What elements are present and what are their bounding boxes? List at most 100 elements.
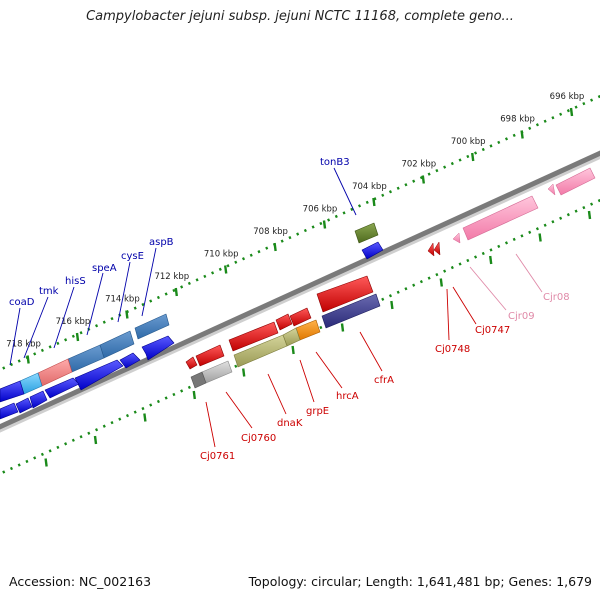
leader-hrcA: [315, 351, 343, 389]
ruler-major-tick: [273, 242, 277, 252]
leader-aspB: [141, 247, 157, 317]
label-cysE[interactable]: cysE: [121, 251, 144, 262]
ruler-label: 698 kbp: [500, 115, 535, 125]
feature-tonB3[interactable]: [354, 222, 379, 244]
feature-small-pink[interactable]: [452, 232, 461, 244]
feature-Cj0761[interactable]: [185, 356, 198, 370]
feature-grpE[interactable]: [275, 313, 293, 331]
label-leaders: [9, 167, 543, 448]
outer-tick-ring: [0, 94, 600, 372]
label-Cjr09[interactable]: Cjr09: [508, 311, 535, 322]
feature-forward-arrow-2[interactable]: [119, 352, 141, 369]
ruler-label: 702 kbp: [401, 160, 436, 170]
inner-major-tick: [192, 390, 196, 400]
leader-grpE: [299, 359, 315, 403]
ruler-major-tick: [26, 355, 30, 364]
feature-coaD[interactable]: [0, 380, 25, 403]
ruler-label: 716 kbp: [56, 317, 91, 327]
genome-backbone: [0, 150, 600, 430]
feature-gray-block-1[interactable]: [201, 360, 233, 384]
feature-forward-arrow-3[interactable]: [74, 359, 124, 391]
label-hisS[interactable]: hisS: [65, 276, 86, 287]
label-cfrA[interactable]: cfrA: [374, 375, 394, 386]
feature-cfrA[interactable]: [316, 275, 374, 313]
feature-forward-arrow-4[interactable]: [44, 377, 80, 399]
inner-major-tick: [44, 458, 48, 467]
leader-coaD: [9, 307, 21, 366]
gene-labels: tonB3 aspB cysE speA hisS tmk coaD cfrA …: [9, 157, 570, 462]
feature-forward-arrow-7[interactable]: [0, 402, 19, 420]
leader-dnaK: [267, 373, 287, 415]
rna-features: [462, 167, 596, 241]
feature-Cjr08[interactable]: [555, 167, 596, 196]
ruler-major-tick: [421, 175, 425, 184]
feature-olive-block-2[interactable]: [233, 334, 288, 368]
leader-tmk: [23, 296, 49, 359]
feature-gray-block-2[interactable]: [190, 371, 207, 389]
inner-major-tick: [340, 323, 345, 332]
forward-features: [0, 222, 384, 420]
ruler-major-tick: [174, 287, 178, 297]
reverse-features: [185, 232, 461, 389]
ruler-major-tick: [471, 152, 475, 162]
feature-forward-arrow-5[interactable]: [29, 390, 48, 409]
leader-Cjr08: [515, 253, 543, 293]
feature-forward-arrow-6[interactable]: [15, 397, 33, 414]
label-Cj0748[interactable]: Cj0748: [435, 344, 470, 355]
inner-major-tick: [439, 278, 443, 287]
leader-tonB3: [333, 167, 357, 216]
feature-cysE[interactable]: [99, 330, 135, 359]
ruler-major-tick: [224, 265, 228, 274]
feature-forward-arrow-1[interactable]: [141, 335, 175, 361]
inner-major-tick: [489, 255, 493, 265]
feature-hrcA[interactable]: [289, 307, 312, 327]
feature-Cj0760[interactable]: [195, 344, 225, 367]
label-dnaK[interactable]: dnaK: [277, 418, 303, 429]
feature-Cj0748[interactable]: [427, 242, 435, 257]
ruler-major-tick: [125, 310, 129, 319]
label-grpE[interactable]: grpE: [306, 406, 329, 417]
feature-Cj0747[interactable]: [433, 241, 441, 256]
inner-major-tick: [143, 413, 147, 422]
leader-Cj0760: [225, 391, 253, 429]
leader-cysE: [117, 261, 131, 323]
map-title: Campylobacter jejuni subsp. jejuni NCTC …: [86, 9, 514, 24]
ruler-major-tick: [569, 107, 574, 117]
leader-cfrA: [359, 331, 383, 372]
inner-major-tick: [291, 345, 295, 355]
inner-major-tick: [390, 300, 394, 310]
feature-purple-block[interactable]: [321, 293, 381, 329]
feature-tonB3-arrow[interactable]: [361, 241, 384, 260]
leader-Cj0748: [446, 288, 450, 341]
ruler-label: 706 kbp: [303, 205, 338, 215]
label-coaD[interactable]: coaD: [9, 297, 35, 308]
feature-pink-marker[interactable]: [547, 183, 556, 196]
ruler-label: 708 kbp: [253, 227, 288, 237]
topology-summary: Topology: circular; Length: 1,641,481 bp…: [248, 574, 592, 589]
inner-tick-ring: [0, 198, 600, 476]
label-Cj0760[interactable]: Cj0760: [241, 433, 276, 444]
label-Cjr08[interactable]: Cjr08: [543, 292, 570, 303]
feature-aspB[interactable]: [134, 313, 170, 340]
feature-Cjr09[interactable]: [462, 195, 539, 241]
feature-dnaK[interactable]: [228, 321, 279, 352]
ruler-major-tick: [75, 332, 80, 342]
label-Cj0761[interactable]: Cj0761: [200, 451, 235, 462]
leader-Cjr09: [469, 266, 507, 311]
inner-major-tick: [93, 435, 98, 445]
ruler-major-tick: [372, 197, 376, 207]
leader-Cj0761: [205, 401, 216, 448]
label-tmk[interactable]: tmk: [39, 286, 59, 297]
label-tonB3[interactable]: tonB3: [320, 157, 350, 168]
label-hrcA[interactable]: hrcA: [336, 391, 359, 402]
ruler-major-tick: [520, 130, 524, 139]
ruler-group: 696 kbp 698 kbp 700 kbp 702 kbp 704 kbp 706 k…: [6, 92, 592, 467]
label-speA[interactable]: speA: [92, 263, 117, 274]
ruler-label: 700 kbp: [451, 137, 486, 147]
ruler-label: 718 kbp: [6, 340, 41, 350]
label-aspB[interactable]: aspB: [149, 237, 174, 248]
ruler-major-tick: [322, 220, 327, 229]
ruler-label: 710 kbp: [204, 250, 239, 260]
label-Cj0747[interactable]: Cj0747: [475, 325, 510, 336]
